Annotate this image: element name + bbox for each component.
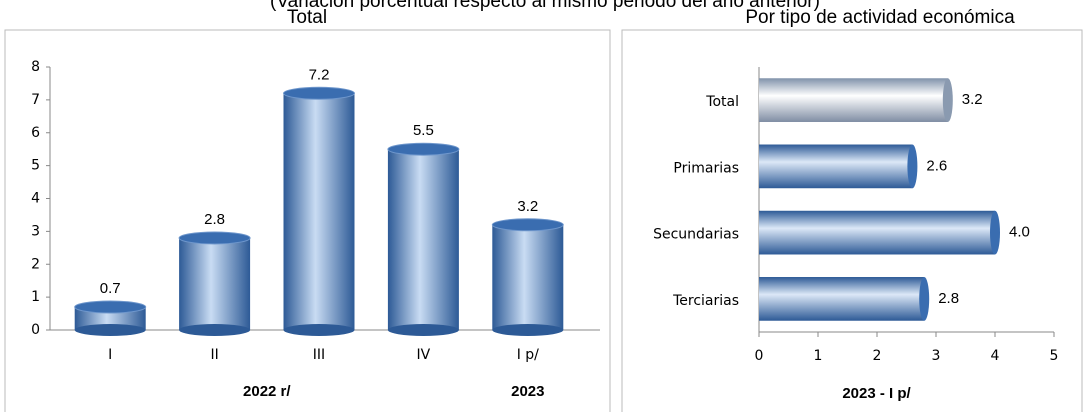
y-tick-label: 7 bbox=[31, 92, 40, 108]
x-tick-label: 2 bbox=[873, 348, 882, 364]
x-tick-label: 1 bbox=[814, 348, 823, 364]
value-label: 2.8 bbox=[938, 290, 959, 307]
x-tick-label: I p/ bbox=[517, 347, 539, 363]
value-label: 0.7 bbox=[100, 280, 121, 297]
bar bbox=[759, 78, 948, 122]
x-tick-label: 0 bbox=[755, 348, 764, 364]
x-tick-label: I bbox=[108, 347, 112, 363]
bar bbox=[283, 93, 355, 330]
y-tick-label: 5 bbox=[31, 158, 40, 174]
subtitle: (Variación porcentual respecto al mismo … bbox=[270, 0, 820, 12]
chart-title: Total bbox=[287, 7, 327, 28]
x-tick-label: 5 bbox=[1050, 348, 1059, 364]
group-label: 2022 r/ bbox=[243, 383, 291, 400]
value-label: 4.0 bbox=[1009, 224, 1030, 241]
value-label: 3.2 bbox=[517, 198, 538, 215]
bar bbox=[492, 224, 564, 330]
value-label: 5.5 bbox=[413, 122, 434, 139]
bar-end bbox=[919, 277, 930, 321]
x-tick-label: II bbox=[210, 347, 218, 363]
y-tick-label: 8 bbox=[31, 59, 40, 75]
bar-base bbox=[74, 324, 146, 336]
bar bbox=[387, 149, 459, 330]
x-tick-label: III bbox=[313, 347, 325, 363]
y-tick-label: 0 bbox=[31, 322, 40, 338]
bar-top bbox=[178, 231, 251, 245]
bar-top bbox=[283, 86, 355, 100]
panel-right bbox=[621, 29, 1083, 412]
value-label: 2.6 bbox=[926, 157, 947, 174]
bar-top bbox=[491, 218, 564, 232]
value-label: 7.2 bbox=[309, 66, 330, 83]
bar-end bbox=[942, 78, 953, 122]
bar-end bbox=[907, 144, 918, 189]
bar-base bbox=[387, 324, 459, 336]
group-label: 2023 bbox=[511, 383, 544, 400]
bar-top bbox=[74, 300, 147, 314]
y-tick-label: 6 bbox=[31, 125, 40, 141]
value-label: 2.8 bbox=[204, 211, 225, 228]
y-tick-label: 3 bbox=[31, 223, 40, 239]
y-tick-label: Total bbox=[705, 94, 739, 110]
x-axis-label: 2023 - I p/ bbox=[842, 385, 911, 402]
bar bbox=[179, 237, 251, 330]
x-tick-label: 3 bbox=[932, 348, 941, 364]
y-tick-label: Primarias bbox=[673, 160, 739, 176]
bar-end bbox=[990, 210, 1000, 255]
bar bbox=[759, 277, 925, 321]
bar-top bbox=[387, 142, 460, 156]
bar bbox=[759, 210, 995, 255]
bar bbox=[759, 144, 913, 189]
bar bbox=[74, 306, 146, 330]
y-tick-label: Terciarias bbox=[672, 293, 739, 309]
y-tick-label: Secundarias bbox=[653, 227, 739, 243]
x-tick-label: IV bbox=[417, 347, 431, 363]
x-tick-label: 4 bbox=[991, 348, 1000, 364]
bar-base bbox=[492, 324, 564, 336]
value-label: 3.2 bbox=[962, 91, 983, 108]
bar-base bbox=[283, 324, 355, 336]
bar-base bbox=[179, 324, 251, 336]
y-tick-label: 4 bbox=[31, 191, 40, 207]
panel-left bbox=[4, 29, 611, 412]
y-tick-label: 2 bbox=[31, 256, 40, 272]
chart-title: Por tipo de actividad económica bbox=[745, 7, 1015, 28]
y-tick-label: 1 bbox=[31, 289, 40, 305]
